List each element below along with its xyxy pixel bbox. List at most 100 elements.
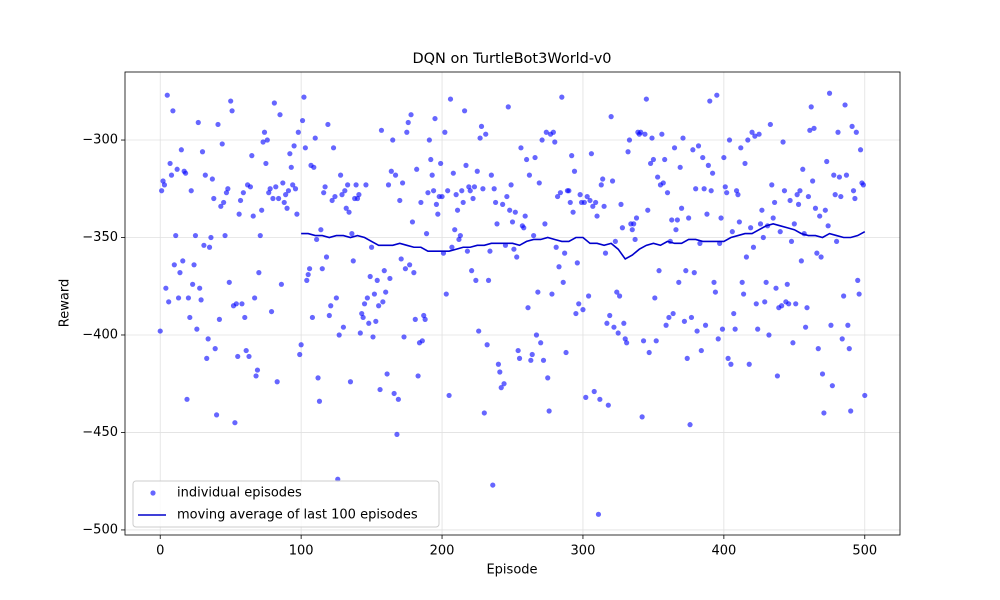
scatter-point bbox=[690, 147, 696, 153]
scatter-point bbox=[843, 172, 850, 178]
scatter-point bbox=[576, 301, 582, 307]
scatter-point bbox=[836, 174, 843, 180]
x-tick-label: 500 bbox=[852, 544, 877, 559]
scatter-point bbox=[695, 143, 702, 149]
scatter-point bbox=[597, 396, 603, 402]
scatter-point bbox=[693, 186, 699, 192]
scatter-point bbox=[583, 394, 589, 400]
scatter-point bbox=[167, 160, 173, 167]
scatter-point bbox=[226, 279, 232, 285]
scatter-point bbox=[191, 262, 197, 268]
scatter-point bbox=[591, 388, 597, 395]
scatter-point bbox=[676, 279, 682, 285]
scatter-point bbox=[535, 289, 541, 295]
scatter-point bbox=[500, 201, 506, 207]
scatter-point bbox=[190, 281, 196, 287]
scatter-point bbox=[752, 133, 758, 139]
scatter-point bbox=[724, 190, 730, 196]
scatter-point bbox=[385, 182, 392, 188]
scatter-point bbox=[687, 422, 693, 428]
scatter-point bbox=[647, 160, 654, 167]
scatter-point bbox=[731, 310, 737, 317]
scatter-point bbox=[735, 192, 741, 198]
legend-label: individual episodes bbox=[177, 486, 302, 501]
scatter-point bbox=[368, 244, 375, 250]
x-tick-label: 0 bbox=[156, 544, 164, 559]
scatter-point bbox=[750, 244, 757, 250]
scatter-point bbox=[677, 164, 683, 170]
scatter-point bbox=[700, 154, 706, 161]
scatter-point bbox=[170, 108, 176, 114]
scatter-point bbox=[254, 367, 261, 373]
scatter-point bbox=[608, 114, 614, 120]
scatter-point bbox=[442, 129, 448, 135]
scatter-point bbox=[594, 213, 600, 219]
scatter-point bbox=[376, 303, 382, 309]
x-axis-label: Episode bbox=[486, 563, 537, 578]
y-tick-label: −450 bbox=[82, 425, 118, 440]
scatter-point bbox=[688, 314, 695, 321]
x-tick-label: 300 bbox=[571, 544, 596, 559]
scatter-point bbox=[342, 188, 348, 194]
scatter-point bbox=[660, 180, 666, 186]
scatter-point bbox=[477, 135, 483, 141]
scatter-point bbox=[515, 347, 521, 354]
scatter-point bbox=[384, 371, 390, 377]
scatter-point bbox=[771, 199, 778, 206]
scatter-point bbox=[540, 357, 547, 363]
scatter-point bbox=[815, 346, 821, 352]
scatter-point bbox=[421, 312, 427, 319]
scatter-point bbox=[378, 127, 385, 133]
scatter-point bbox=[471, 184, 478, 190]
scatter-point bbox=[491, 186, 497, 192]
scatter-point bbox=[405, 119, 411, 126]
scatter-point bbox=[694, 328, 700, 334]
scatter-point bbox=[187, 314, 193, 321]
scatter-point bbox=[284, 205, 290, 211]
scatter-point bbox=[290, 182, 296, 188]
scatter-point bbox=[225, 186, 231, 192]
scatter-point bbox=[508, 182, 514, 188]
scatter-point bbox=[605, 402, 611, 408]
scatter-point bbox=[798, 258, 804, 264]
scatter-point bbox=[780, 139, 786, 145]
scatter-point bbox=[804, 305, 810, 311]
scatter-point bbox=[707, 98, 713, 104]
scatter-point bbox=[208, 234, 214, 241]
axes-frame bbox=[124, 71, 901, 536]
scatter-point bbox=[364, 295, 370, 301]
scatter-point bbox=[201, 242, 207, 248]
scatter-point bbox=[787, 197, 793, 204]
scatter-point bbox=[602, 250, 609, 256]
scatter-point bbox=[522, 213, 528, 219]
scatter-point bbox=[616, 293, 623, 299]
scatter-point bbox=[655, 174, 661, 180]
scatter-point bbox=[808, 104, 814, 110]
scatter-point bbox=[777, 229, 783, 235]
scatter-point bbox=[166, 299, 172, 305]
scatter-point bbox=[216, 316, 223, 322]
scatter-point bbox=[833, 238, 840, 245]
scatter-point bbox=[188, 188, 194, 194]
scatter-point bbox=[749, 129, 755, 135]
scatter-point bbox=[237, 197, 244, 204]
scatter-point bbox=[615, 330, 621, 336]
scatter-point bbox=[305, 271, 311, 278]
scatter-point bbox=[322, 184, 328, 190]
scatter-point bbox=[550, 129, 556, 135]
scatter-point bbox=[649, 135, 655, 141]
scatter-point bbox=[612, 238, 618, 245]
scatter-point bbox=[563, 349, 569, 356]
scatter-point bbox=[173, 232, 179, 239]
scatter-point bbox=[829, 383, 835, 389]
scatter-point bbox=[485, 277, 492, 283]
scatter-point bbox=[779, 303, 785, 309]
scatter-point bbox=[346, 209, 352, 215]
scatter-point bbox=[438, 160, 444, 167]
scatter-point bbox=[381, 268, 387, 274]
legend-label: moving average of last 100 episodes bbox=[177, 508, 418, 523]
scatter-point bbox=[728, 361, 734, 367]
scatter-point bbox=[392, 172, 399, 178]
scatter-point bbox=[852, 195, 858, 202]
scatter-point bbox=[857, 147, 864, 153]
